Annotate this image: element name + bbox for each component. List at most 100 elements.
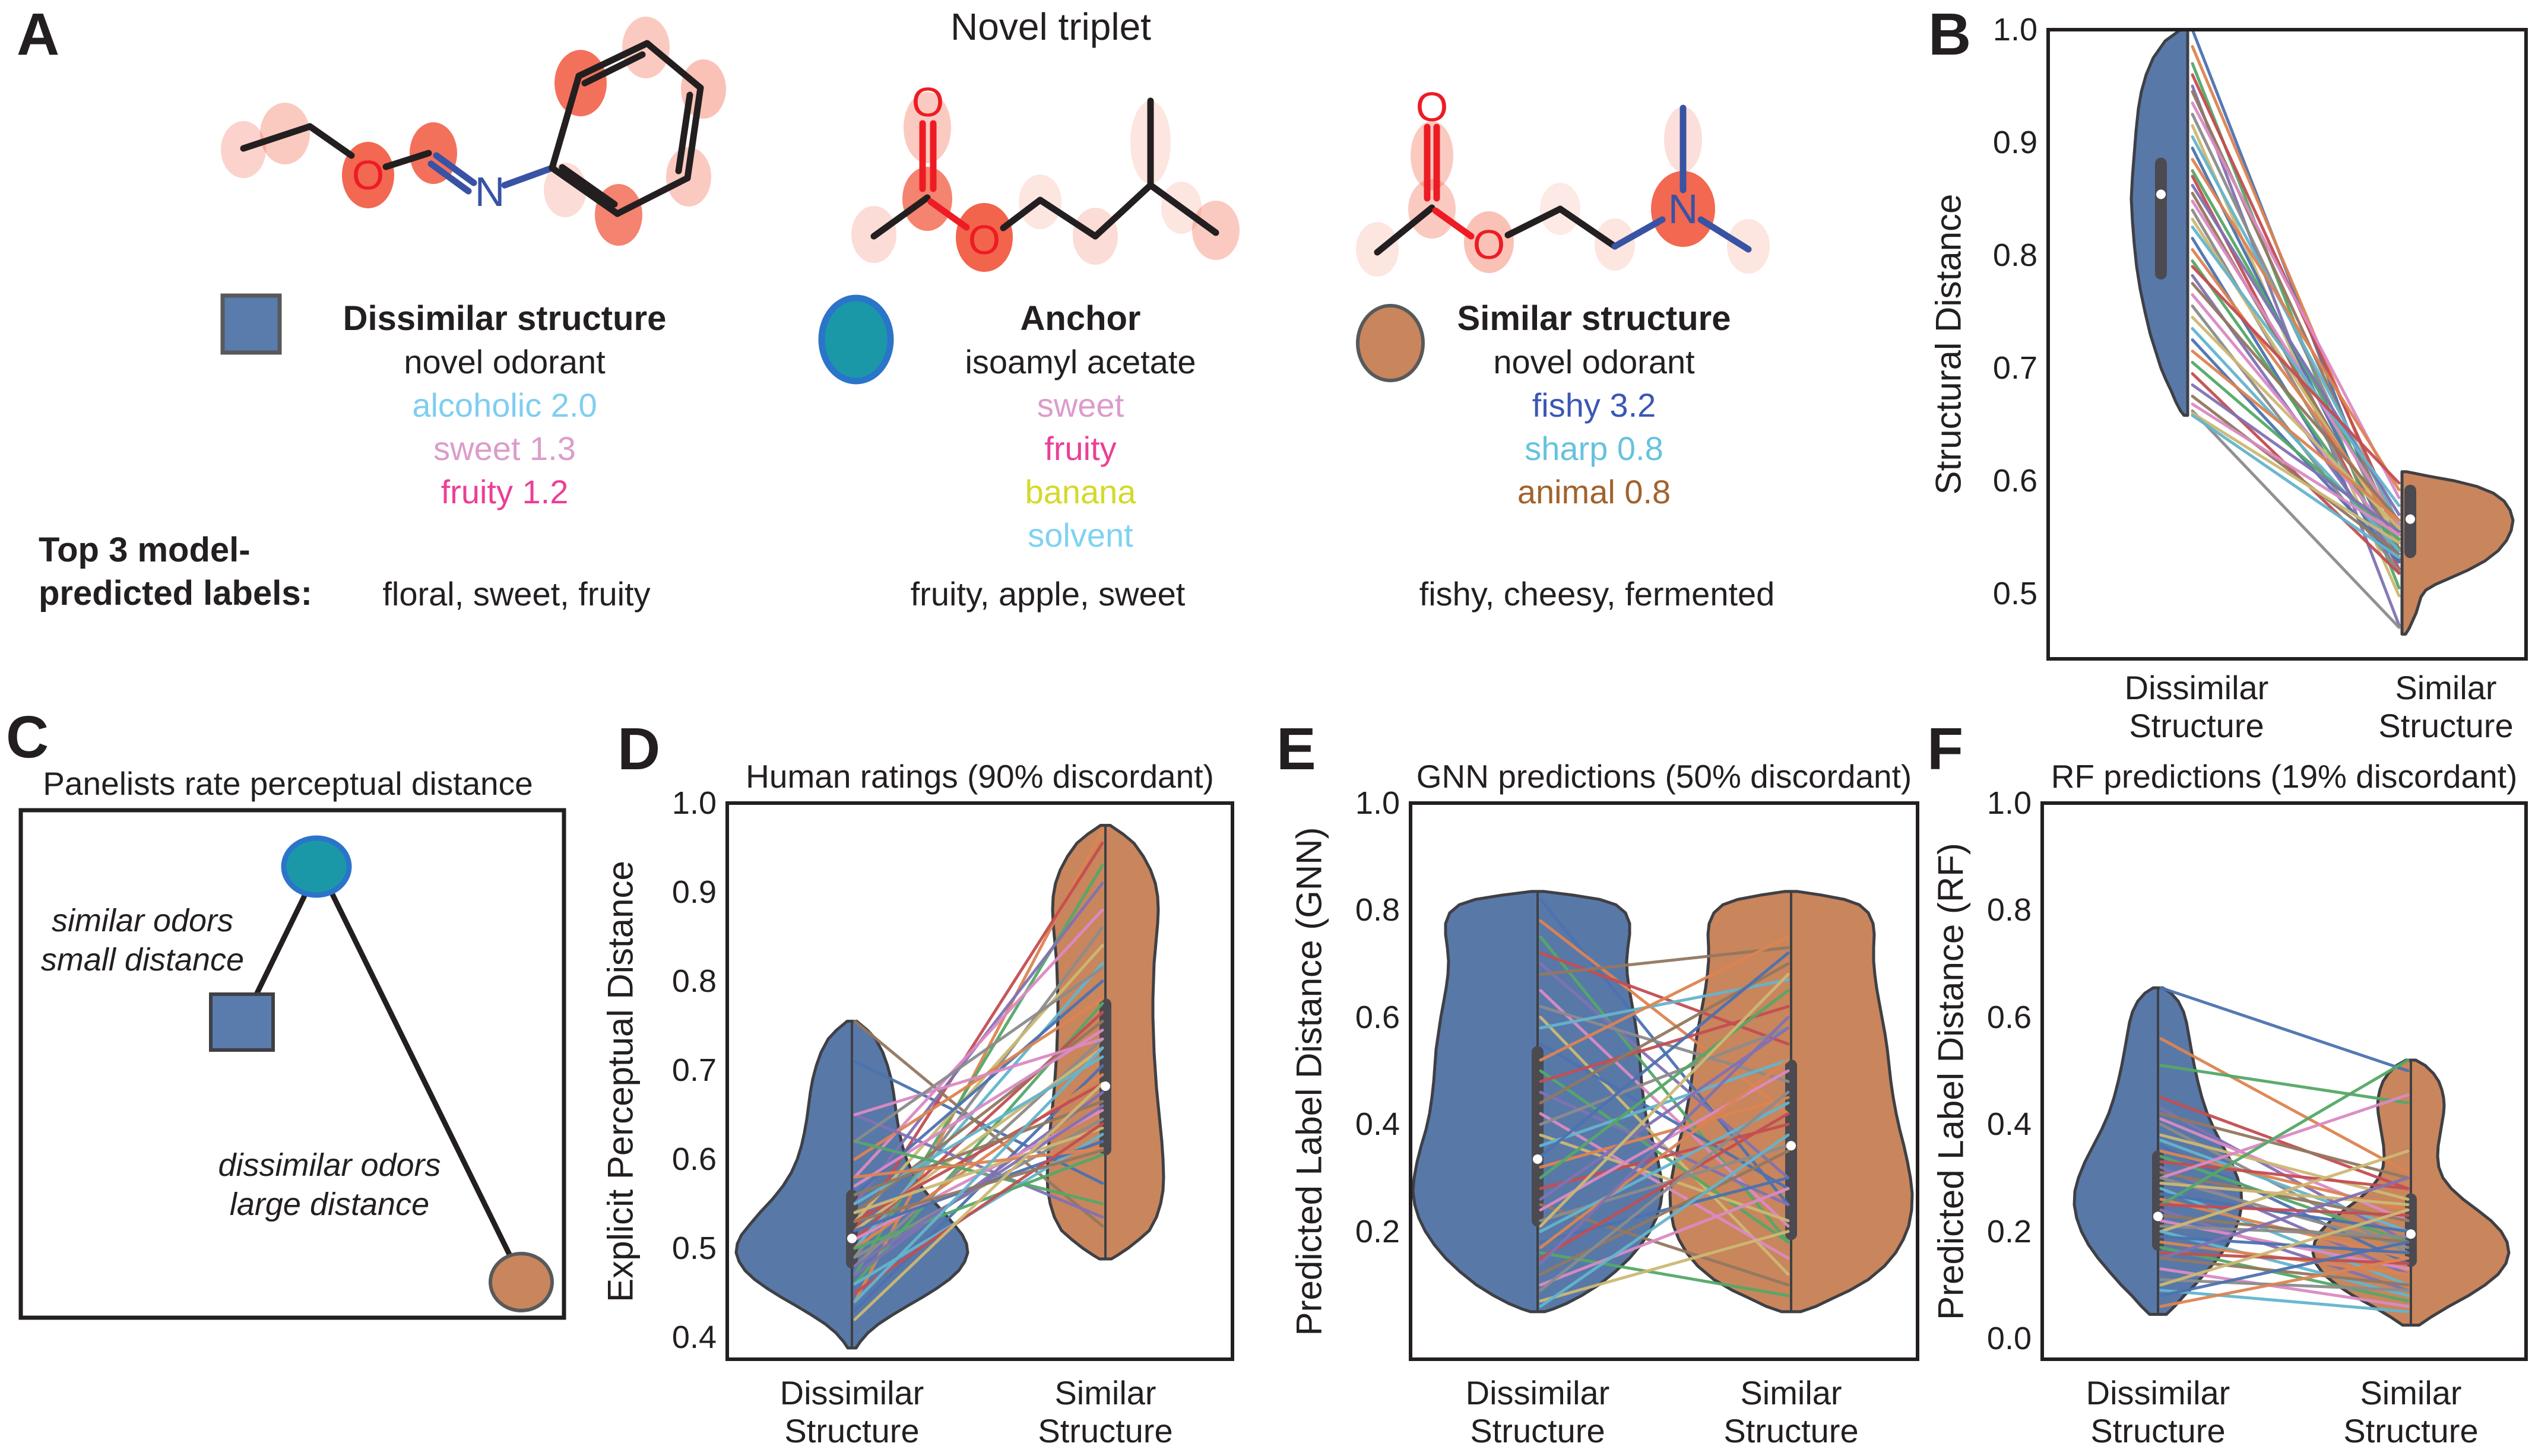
atom-label: O: [1416, 84, 1448, 130]
pair-line: [1539, 1016, 1790, 1265]
y-tick-label: 0.9: [671, 874, 717, 910]
pair-line: [2191, 411, 2401, 544]
median-dot: [2156, 189, 2166, 199]
pair-line: [1539, 1122, 1790, 1190]
similar-structure-molecule: O O N: [1356, 84, 1770, 277]
legend-dissimilar-subtitle: novel odorant: [404, 343, 606, 380]
odor-descriptor: animal 0.8: [1517, 473, 1671, 510]
similar-point: [489, 1252, 554, 1312]
pair-line: [1539, 962, 1790, 1179]
y-tick-label: 0.8: [1986, 892, 2032, 928]
y-tick-label: 0.7: [671, 1052, 717, 1088]
odor-descriptor: alcoholic 2.0: [412, 386, 597, 424]
bond: [581, 51, 646, 87]
pair-line: [2159, 1225, 2410, 1239]
dissimilar-point: [209, 992, 275, 1052]
y-tick-label: 0.6: [1355, 999, 1400, 1035]
similar-odors-note-line2: small distance: [40, 942, 245, 978]
median-dot: [2406, 1229, 2416, 1239]
bond: [306, 123, 355, 159]
pair-line: [1539, 1058, 1790, 1147]
pair-line: [2159, 1208, 2410, 1292]
pair-line: [2191, 265, 2401, 485]
pair-line: [1539, 1096, 1790, 1169]
y-tick-label: 1.0: [1992, 12, 2037, 47]
category-label: Structure: [1723, 1412, 1859, 1449]
pair-line: [2159, 1058, 2410, 1206]
pair-line: [1539, 1176, 1790, 1244]
category-label: Structure: [2378, 707, 2514, 744]
bond: [1092, 182, 1154, 240]
pair-line: [2159, 1230, 2410, 1298]
dissimilar-odors-note-line1: dissimilar odors: [218, 1147, 441, 1183]
perceptual-distance-diagram: [18, 808, 566, 1320]
y-tick-label: 0.6: [1986, 999, 2032, 1035]
pair-line: [2159, 1133, 2410, 1201]
odor-descriptor: sharp 0.8: [1525, 430, 1663, 467]
atom-label: O: [1473, 221, 1505, 268]
pair-line: [1539, 1090, 1790, 1206]
y-tick-label: 0.9: [1992, 125, 2037, 160]
bond: [927, 198, 970, 231]
pair-line: [2191, 395, 2401, 556]
top3-value-anchor: fruity, apple, sweet: [910, 575, 1186, 613]
pair-line: [2159, 1096, 2410, 1190]
median-dot: [2406, 514, 2415, 524]
pair-line: [1539, 989, 1790, 1179]
pair-line: [853, 1046, 1104, 1303]
plot-border: [2046, 28, 2528, 661]
panel-E-chart: [1409, 801, 1919, 1361]
bond: [644, 40, 704, 91]
pair-line: [2159, 1160, 2410, 1190]
category-label: Structure: [2343, 1412, 2479, 1449]
y-tick-label: 1.0: [1986, 785, 2032, 821]
panel-a-title: Novel triplet: [950, 5, 1151, 48]
y-tick-label: 0.8: [671, 963, 717, 999]
bond: [549, 164, 621, 217]
bond: [1000, 196, 1044, 231]
legend-similar: Similar structure novel odorant fishy 3.…: [1401, 297, 1787, 513]
category-label: Similar: [1740, 1374, 1842, 1411]
panel-letter-a: A: [17, 1, 60, 68]
pair-line: [1539, 946, 1790, 976]
legend-similar-name: Similar structure: [1457, 299, 1731, 338]
atom-highlight: [342, 142, 394, 208]
pair-line: [853, 944, 1104, 1223]
median-dot: [1101, 1081, 1110, 1091]
pair-line: [853, 1113, 1104, 1219]
similar-odors-note: similar odors small distance: [24, 901, 261, 979]
y-tick-label: 0.4: [1355, 1106, 1400, 1143]
legend-anchor: Anchor isoamyl acetate sweet fruity bana…: [885, 297, 1276, 557]
median-dot: [2153, 1211, 2163, 1222]
panel-letter-f: F: [1927, 716, 1964, 782]
pair-line: [2191, 282, 2401, 522]
category-label: Structure: [784, 1412, 920, 1449]
y-tick-label: 0.4: [671, 1319, 717, 1355]
atom-label: O: [352, 152, 384, 198]
pair-line: [2159, 1112, 2410, 1179]
pair-line: [1539, 1090, 1790, 1292]
atom-highlight: [1464, 211, 1514, 273]
bond: [433, 152, 477, 186]
bond: [1697, 216, 1752, 253]
pair-line: [2159, 1257, 2410, 1287]
y-tick-label: 0.5: [671, 1230, 717, 1266]
legend-dissimilar: Dissimilar structure novel odorant alcoh…: [309, 297, 701, 513]
anchor-molecule: OO: [851, 79, 1240, 272]
pair-line: [2191, 361, 2401, 541]
pair-line: [1539, 1230, 1790, 1303]
anchor-circle-marker: [818, 294, 894, 385]
pair-line: [1539, 1058, 1790, 1249]
pair-line: [1539, 973, 1790, 1228]
median-dot: [1533, 1154, 1542, 1164]
bond: [1611, 216, 1666, 250]
pair-line: [2191, 199, 2401, 528]
bond: [501, 164, 556, 189]
pair-line: [2191, 226, 2401, 507]
pair-line: [2191, 192, 2401, 550]
category-label: Structure: [1038, 1412, 1173, 1449]
top3-value-dissimilar: floral, sweet, fruity: [382, 575, 651, 613]
dissimilar-square-marker: [220, 293, 282, 355]
pair-line: [2159, 1214, 2410, 1244]
